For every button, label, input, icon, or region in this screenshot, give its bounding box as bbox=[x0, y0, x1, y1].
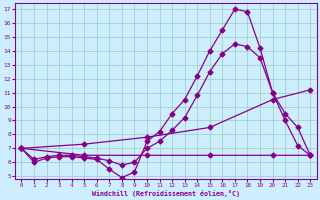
X-axis label: Windchill (Refroidissement éolien,°C): Windchill (Refroidissement éolien,°C) bbox=[92, 190, 240, 197]
